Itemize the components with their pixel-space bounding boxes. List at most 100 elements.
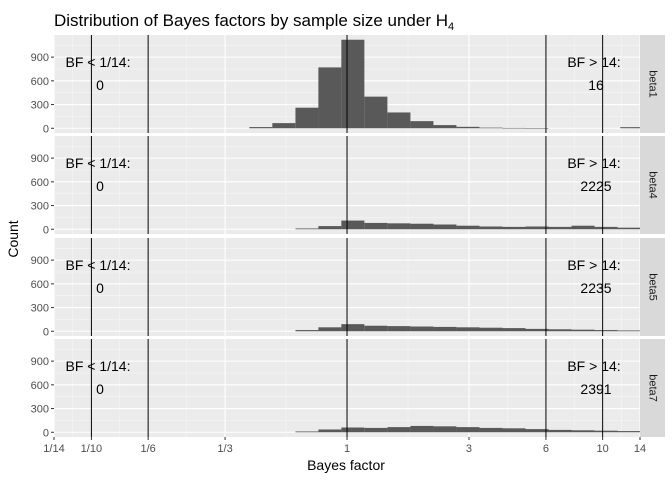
chart-title: Distribution of Bayes factors by sample … [54, 11, 454, 33]
y-tick-label: 0 [43, 427, 49, 439]
facet-strip [640, 136, 665, 234]
facet-strip [640, 339, 665, 437]
facet-panels: 0 300 600 900 BF < 1/14: 0 BF > 14: 16 beta1 0 300… [31, 35, 665, 439]
histogram-bar [433, 125, 457, 129]
left-annotation-count: 0 [96, 77, 104, 93]
left-annotation-count: 0 [96, 178, 104, 194]
histogram-bar [548, 226, 572, 230]
chart-title-main: Distribution of Bayes factors by sample … [54, 11, 448, 30]
left-annotation-count: 0 [96, 381, 104, 397]
x-tick-label: 1 [344, 443, 350, 455]
y-tick-label: 300 [31, 404, 49, 416]
histogram-bar [479, 427, 503, 433]
x-tick-label: 1/10 [81, 443, 102, 455]
histogram-bar [479, 226, 503, 230]
x-tick-label: 1/3 [217, 443, 232, 455]
histogram-bar [318, 226, 342, 230]
y-tick-label: 900 [31, 153, 49, 165]
histogram-bar [364, 427, 388, 433]
left-annotation-label: BF < 1/14: [66, 54, 131, 70]
histogram-bar [341, 39, 365, 129]
histogram-bar [479, 127, 503, 129]
histogram-bar [387, 112, 411, 129]
histogram-bar [410, 223, 434, 230]
x-tick-label: 3 [466, 443, 472, 455]
histogram-bar [272, 123, 296, 129]
histogram-bar [341, 324, 365, 332]
histogram-bar [295, 107, 319, 129]
facet-strip-label: beta5 [647, 273, 659, 301]
y-tick-label: 0 [43, 326, 49, 338]
y-tick-label: 0 [43, 224, 49, 236]
y-tick-label: 600 [31, 177, 49, 189]
histogram-bar [456, 427, 480, 433]
histogram-bar [364, 222, 388, 230]
y-tick-label: 0 [43, 123, 49, 135]
histogram-bar [433, 224, 457, 230]
panel-beta5: 0 300 600 900 BF < 1/14: 0 BF > 14: 2235 beta5 [31, 238, 665, 338]
x-tick-label: 6 [543, 443, 549, 455]
histogram-bar [502, 226, 526, 230]
y-axis-title: Count [5, 220, 21, 257]
histogram-bar [341, 427, 365, 433]
left-annotation-label: BF < 1/14: [66, 155, 131, 171]
left-annotation-count: 0 [96, 280, 104, 296]
y-tick-label: 600 [31, 279, 49, 291]
histogram-bar [318, 67, 342, 129]
histogram-bar [410, 326, 434, 332]
histogram-bar [433, 426, 457, 433]
facet-strip-label: beta7 [647, 374, 659, 402]
histogram-bar [525, 226, 549, 230]
histogram-bar [387, 223, 411, 230]
y-tick-label: 600 [31, 76, 49, 88]
x-tick-label: 1/14 [43, 443, 64, 455]
histogram-bar [594, 226, 618, 230]
histogram-bar [617, 227, 640, 230]
y-tick-label: 900 [31, 356, 49, 368]
histogram-bar [571, 225, 595, 230]
facet-strip-label: beta4 [647, 171, 659, 199]
x-axis-title: Bayes factor [307, 457, 385, 473]
left-annotation-label: BF < 1/14: [66, 257, 131, 273]
histogram-bar [456, 126, 480, 129]
x-axis: 1/14 1/10 1/6 1/3 1 3 6 10 14 [43, 437, 646, 455]
histogram-bar [295, 228, 319, 230]
histogram-bar [617, 330, 640, 332]
right-annotation-count: 16 [588, 77, 604, 93]
chart-title-subscript: 4 [448, 21, 454, 33]
histogram-bar [456, 327, 480, 332]
right-annotation-label: BF > 14: [567, 358, 620, 374]
histogram-bar [410, 121, 434, 129]
histogram-bar [364, 325, 388, 332]
histogram-bar [525, 429, 549, 433]
histogram-bar [594, 330, 618, 332]
histogram-bar [249, 127, 273, 129]
right-annotation-count: 2391 [580, 381, 611, 397]
panel-beta7: 0 300 600 900 BF < 1/14: 0 BF > 14: 2391 beta7 [31, 339, 665, 439]
right-annotation-label: BF > 14: [567, 257, 620, 273]
right-annotation-count: 2235 [580, 280, 611, 296]
histogram-bar [295, 431, 319, 433]
y-tick-label: 300 [31, 201, 49, 213]
y-tick-label: 300 [31, 100, 49, 112]
panel-beta1: 0 300 600 900 BF < 1/14: 0 BF > 14: 16 beta1 [31, 35, 665, 135]
histogram-bar [433, 326, 457, 332]
x-tick-label: 14 [634, 443, 646, 455]
histogram-bar [410, 425, 434, 433]
histogram-bar [502, 428, 526, 433]
facet-strip [640, 35, 665, 133]
histogram-bar [571, 430, 595, 433]
facet-strip [640, 238, 665, 336]
histogram-bar [364, 96, 388, 129]
histogram-bar [502, 328, 526, 332]
y-tick-label: 900 [31, 255, 49, 267]
y-tick-label: 900 [31, 52, 49, 64]
histogram-bar [548, 429, 572, 433]
histogram-bar [318, 327, 342, 332]
histogram-bar [620, 127, 640, 129]
x-tick-label: 1/6 [140, 443, 155, 455]
histogram-bar [341, 220, 365, 230]
histogram-bar [318, 429, 342, 433]
facet-strip-label: beta1 [647, 70, 659, 98]
